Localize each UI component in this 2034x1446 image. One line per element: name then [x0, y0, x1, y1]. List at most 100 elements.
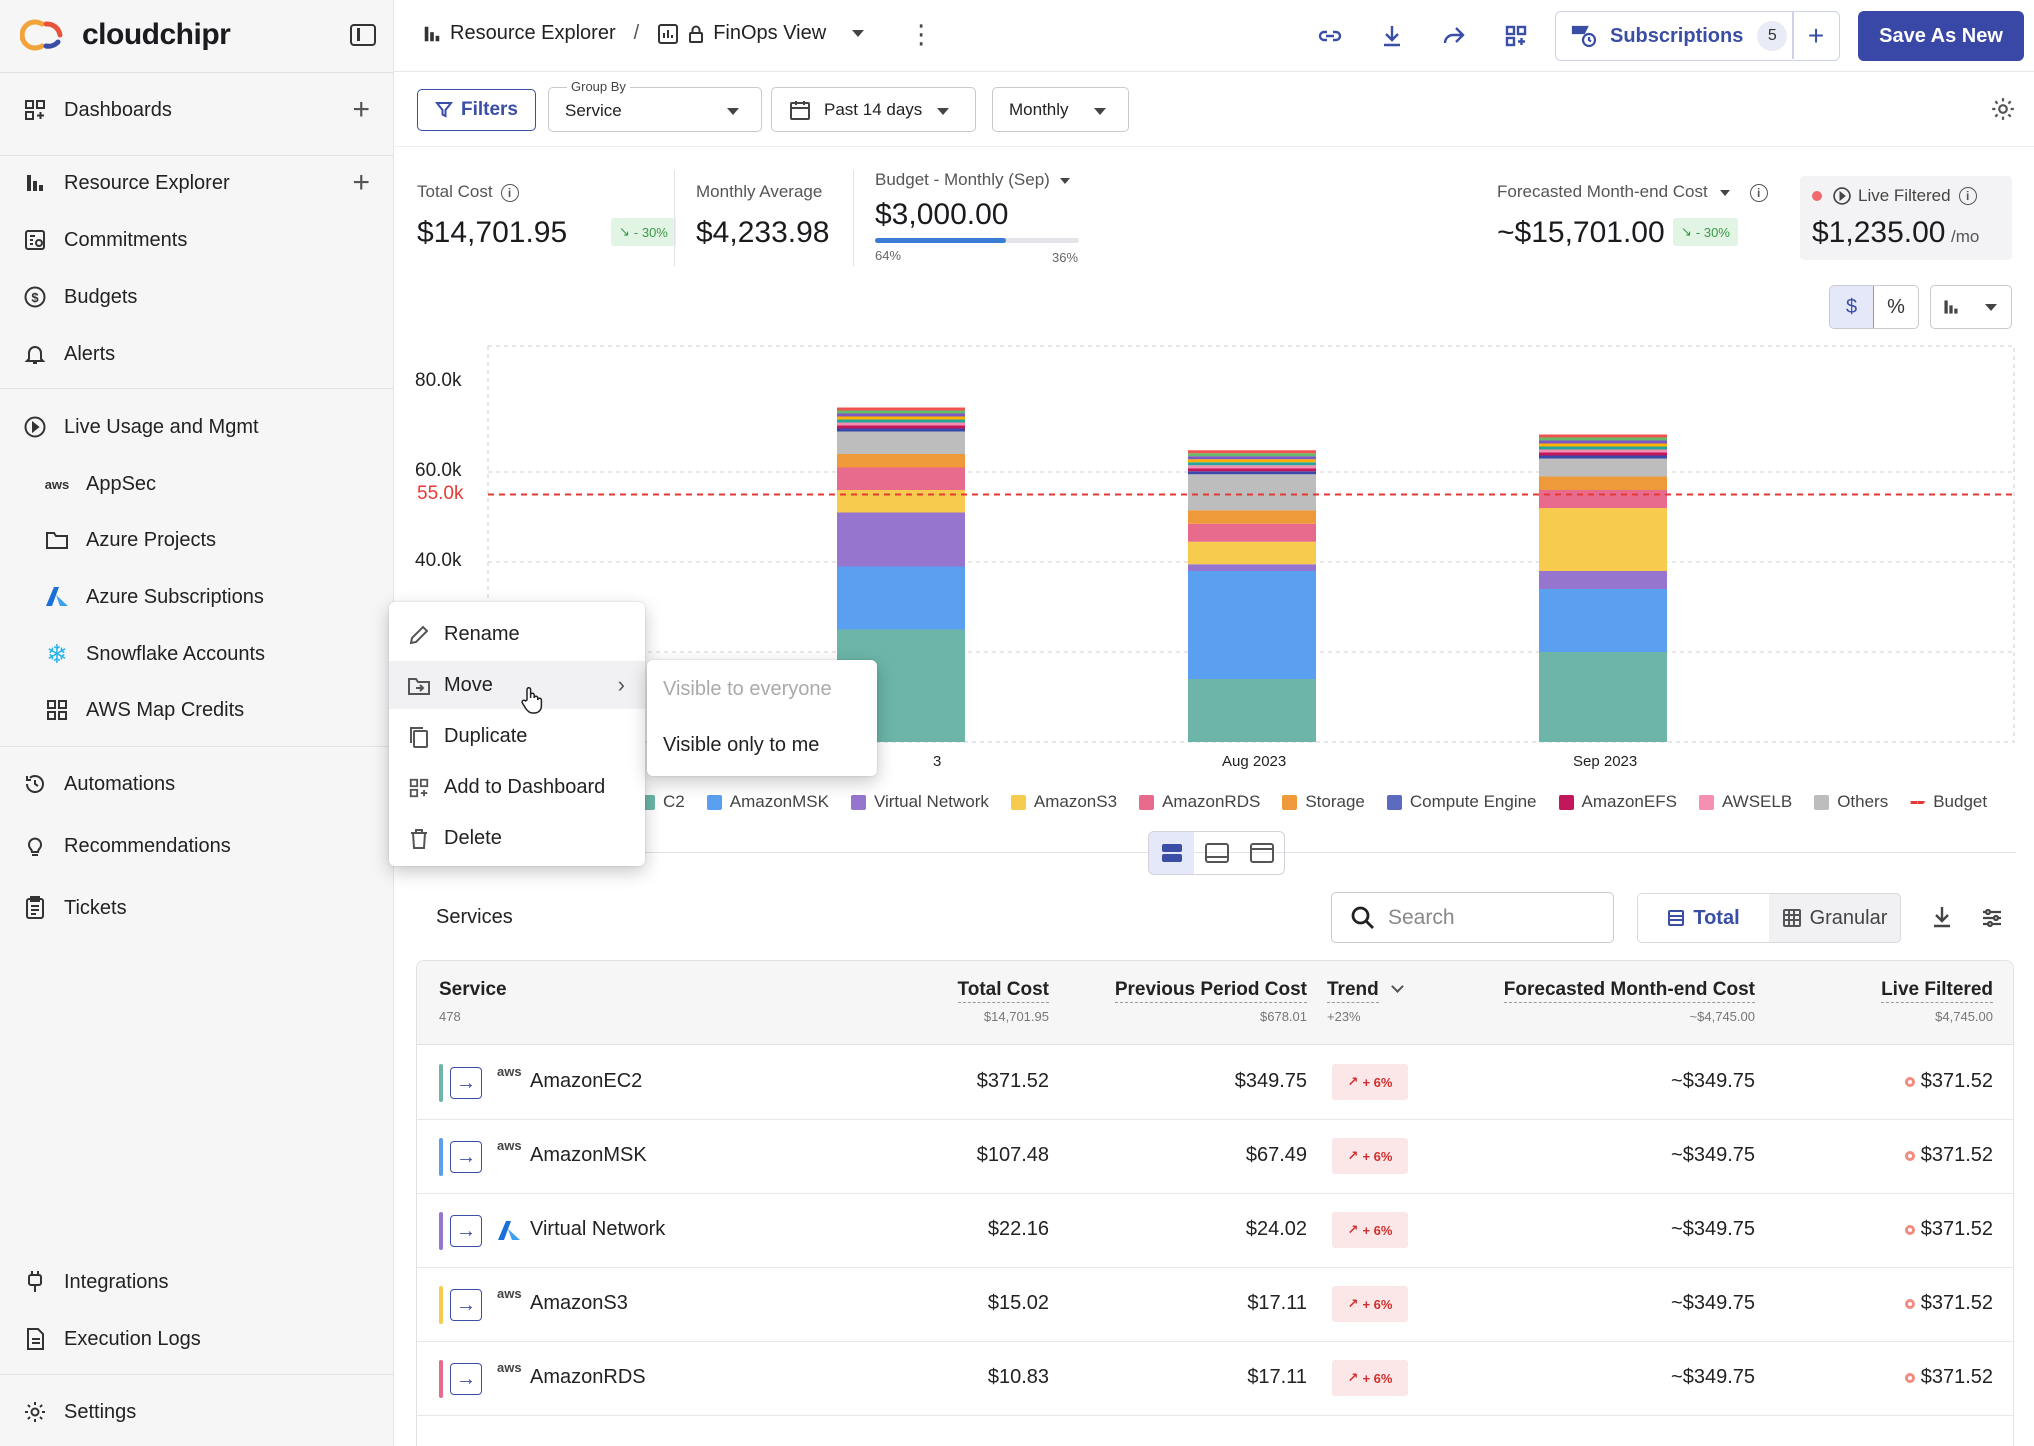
- add-resource-view-icon[interactable]: +: [352, 166, 370, 199]
- legend-item[interactable]: C2: [640, 792, 685, 812]
- link-icon[interactable]: [1316, 22, 1344, 50]
- date-range-select[interactable]: Past 14 days: [771, 87, 976, 132]
- add-to-dashboard-icon[interactable]: [1502, 22, 1530, 50]
- chart-type-select[interactable]: [1930, 285, 2012, 329]
- sidebar-item-execution-logs[interactable]: Execution Logs: [0, 1315, 394, 1363]
- column-header-total-cost[interactable]: Total Cost $14,701.95: [869, 979, 1049, 1024]
- add-dashboard-icon[interactable]: +: [352, 93, 370, 126]
- menu-item-delete[interactable]: Delete: [389, 814, 645, 862]
- column-header-service[interactable]: Service 478: [439, 979, 507, 1024]
- sidebar-item-appsec[interactable]: aws AppSec: [0, 460, 394, 508]
- group-by-select[interactable]: Group By Service: [548, 79, 762, 132]
- total-view-button[interactable]: Total: [1638, 894, 1769, 942]
- legend-item[interactable]: Virtual Network: [850, 792, 989, 812]
- granularity-select[interactable]: Monthly: [992, 87, 1129, 132]
- menu-item-add-to-dashboard[interactable]: Add to Dashboard: [389, 763, 645, 811]
- legend-item[interactable]: Storage: [1282, 792, 1365, 812]
- table-row[interactable]: → aws AmazonS3 $15.02 $17.11 ↗ + 6% ~$349.75 $37…: [417, 1268, 2013, 1342]
- more-options-icon[interactable]: ⋮: [908, 18, 935, 49]
- forecast-dropdown-icon[interactable]: [1719, 189, 1730, 196]
- sidebar-item-alerts[interactable]: Alerts: [0, 330, 394, 378]
- split-layout-icon[interactable]: [1149, 832, 1194, 874]
- search-input[interactable]: Search: [1331, 892, 1614, 943]
- subscriptions-button[interactable]: Subscriptions 5 +: [1555, 11, 1840, 61]
- share-icon[interactable]: [1440, 22, 1468, 50]
- expand-row-icon[interactable]: →: [450, 1289, 482, 1321]
- subscriptions-count-badge: 5: [1757, 21, 1788, 51]
- info-icon[interactable]: i: [1958, 187, 1977, 205]
- expand-row-icon[interactable]: →: [450, 1363, 482, 1395]
- legend-item[interactable]: AWSELB: [1698, 792, 1792, 812]
- sidebar-item-aws-map-credits[interactable]: AWS Map Credits: [0, 686, 394, 734]
- add-subscription-icon[interactable]: +: [1807, 20, 1825, 51]
- sidebar-item-commitments[interactable]: Commitments: [0, 216, 394, 264]
- legend-item[interactable]: AmazonS3: [1010, 792, 1117, 812]
- sidebar-item-budgets[interactable]: $ Budgets: [0, 273, 394, 321]
- sidebar-item-dashboards[interactable]: Dashboards +: [0, 86, 394, 134]
- x-tick-label: 3: [933, 753, 942, 770]
- logo[interactable]: cloudchipr: [19, 18, 231, 52]
- view-name[interactable]: FinOps View: [713, 22, 827, 44]
- play-circle-icon: [22, 414, 48, 440]
- info-icon[interactable]: i: [500, 184, 519, 202]
- menu-item-duplicate[interactable]: Duplicate: [389, 712, 645, 760]
- menu-item-move[interactable]: Move ›: [389, 661, 645, 709]
- filters-button[interactable]: Filters: [417, 89, 536, 131]
- settings-gear-icon[interactable]: [1990, 96, 2016, 128]
- sidebar-item-integrations[interactable]: Integrations: [0, 1258, 394, 1306]
- table-row[interactable]: → aws AmazonRDS $10.83 $17.11 ↗ + 6% ~$349.75 $3…: [417, 1342, 2013, 1416]
- sidebar-item-tickets[interactable]: Tickets: [0, 884, 394, 932]
- bar-segment: [1188, 510, 1316, 524]
- chart-only-layout-icon[interactable]: [1194, 832, 1239, 874]
- legend-item[interactable]: Budget: [1910, 792, 1987, 812]
- legend-item[interactable]: Compute Engine: [1386, 792, 1537, 812]
- chart-svg: [487, 345, 2015, 743]
- column-header-previous-cost[interactable]: Previous Period Cost $678.01: [1037, 979, 1307, 1024]
- save-as-new-button[interactable]: Save As New: [1858, 11, 2024, 61]
- column-header-trend[interactable]: Trend +23%: [1327, 979, 1447, 1024]
- table-row[interactable]: → Virtual Network $22.16 $24.02 ↗ + 6% ~$349.7…: [417, 1194, 2013, 1268]
- table-row[interactable]: → aws AmazonMSK $107.48 $67.49 ↗ + 6% ~$349.75 $…: [417, 1120, 2013, 1194]
- service-name: Virtual Network: [530, 1218, 666, 1240]
- forecast-label[interactable]: Forecasted Month-end Cost i: [1497, 182, 1768, 202]
- sidebar-item-settings[interactable]: Settings: [0, 1388, 394, 1436]
- sidebar-item-azure-projects[interactable]: Azure Projects: [0, 516, 394, 564]
- download-table-icon[interactable]: [1930, 904, 1954, 936]
- legend-swatch: [706, 795, 722, 811]
- previous-cost-cell: $17.11: [1247, 1292, 1307, 1314]
- sidebar-item-live-usage[interactable]: Live Usage and Mgmt: [0, 403, 394, 451]
- expand-row-icon[interactable]: →: [450, 1141, 482, 1173]
- sidebar-item-label: Tickets: [64, 896, 127, 919]
- table-only-layout-icon[interactable]: [1239, 832, 1284, 874]
- sidebar-item-resource-explorer[interactable]: Resource Explorer +: [0, 159, 394, 207]
- table-row[interactable]: → aws AmazonEC2 $371.52 $349.75 ↗ + 6% ~$349.75…: [417, 1046, 2013, 1120]
- expand-row-icon[interactable]: →: [450, 1067, 482, 1099]
- dollar-mode-button[interactable]: $: [1830, 286, 1874, 328]
- legend-label: Compute Engine: [1409, 792, 1537, 811]
- budget-dropdown-icon[interactable]: [1059, 177, 1070, 184]
- column-header-forecast[interactable]: Forecasted Month-end Cost ~$4,745.00: [1437, 979, 1755, 1024]
- granular-label: Granular: [1809, 906, 1888, 929]
- percent-mode-button[interactable]: %: [1887, 295, 1905, 318]
- granular-view-button[interactable]: Granular: [1769, 894, 1900, 942]
- sort-chevron-down-icon[interactable]: [1390, 980, 1404, 993]
- download-icon[interactable]: [1378, 22, 1406, 50]
- legend-item[interactable]: AmazonRDS: [1139, 792, 1260, 812]
- info-icon[interactable]: i: [1749, 184, 1768, 202]
- legend-item[interactable]: AmazonEFS: [1558, 792, 1677, 812]
- sidebar-item-recommendations[interactable]: Recommendations: [0, 822, 394, 870]
- collapse-sidebar-icon[interactable]: [350, 24, 376, 46]
- legend-item[interactable]: AmazonMSK: [706, 792, 829, 812]
- budget-label[interactable]: Budget - Monthly (Sep): [875, 170, 1070, 190]
- submenu-visible-only-me[interactable]: Visible only to me: [663, 734, 820, 756]
- menu-item-rename[interactable]: Rename: [389, 610, 645, 658]
- column-header-live-filtered[interactable]: Live Filtered $4,745.00: [1767, 979, 1993, 1024]
- column-settings-icon[interactable]: [1980, 906, 2004, 936]
- legend-item[interactable]: Others: [1814, 792, 1888, 812]
- sidebar-item-snowflake[interactable]: ❄ Snowflake Accounts: [0, 630, 394, 678]
- expand-row-icon[interactable]: →: [450, 1215, 482, 1247]
- breadcrumb-root[interactable]: Resource Explorer: [450, 22, 616, 44]
- view-dropdown-icon[interactable]: [852, 30, 865, 37]
- sidebar-item-automations[interactable]: Automations: [0, 760, 394, 808]
- sidebar-item-azure-subscriptions[interactable]: Azure Subscriptions: [0, 573, 394, 621]
